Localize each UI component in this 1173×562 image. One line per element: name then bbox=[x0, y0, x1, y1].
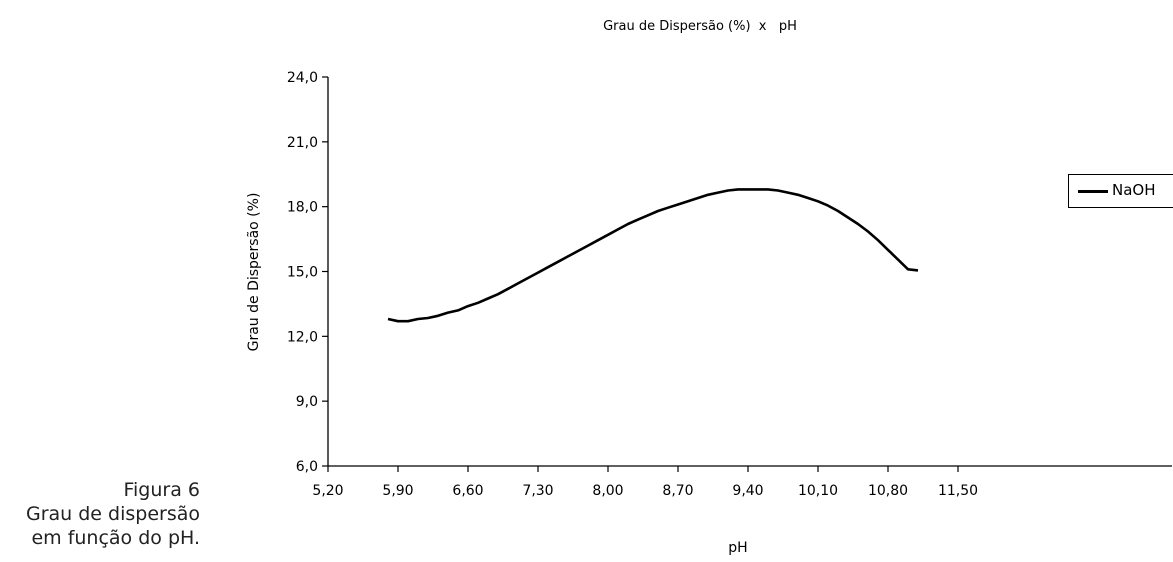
caption-line-1: Figura 6 bbox=[123, 479, 200, 501]
x-tick-label: 7,30 bbox=[522, 483, 553, 499]
legend-label-naoh: NaOH bbox=[1112, 181, 1156, 199]
y-tick-label: 6,0 bbox=[296, 459, 318, 475]
figure-caption: Figura 6 Grau de dispersão em função do … bbox=[26, 478, 200, 550]
chart-title: Grau de Dispersão (%) x pH bbox=[603, 19, 797, 34]
y-tick-label: 12,0 bbox=[287, 329, 318, 345]
caption-line-2: Grau de dispersão bbox=[25, 503, 200, 525]
x-tick-label: 11,50 bbox=[938, 483, 978, 499]
y-ticks: 6,0 9,0 12,0 15,0 18,0 21,0 24,0 bbox=[287, 70, 328, 475]
legend-swatch-naoh bbox=[1078, 190, 1108, 193]
legend: NaOH bbox=[1068, 174, 1173, 208]
y-tick-label: 21,0 bbox=[287, 135, 318, 151]
x-tick-label: 9,40 bbox=[732, 483, 763, 499]
x-tick-label: 8,70 bbox=[662, 483, 693, 499]
y-tick-label: 15,0 bbox=[287, 265, 318, 281]
y-tick-label: 18,0 bbox=[287, 200, 318, 216]
x-tick-label: 10,10 bbox=[798, 483, 838, 499]
x-tick-label: 5,20 bbox=[312, 483, 343, 499]
x-axis-label: pH bbox=[728, 540, 747, 556]
caption-line-3: em função do pH. bbox=[31, 527, 200, 549]
y-axis-label: Grau de Dispersão (%) bbox=[246, 193, 262, 352]
y-tick-label: 9,0 bbox=[296, 394, 318, 410]
x-tick-label: 6,60 bbox=[452, 483, 483, 499]
x-tick-label: 8,00 bbox=[592, 483, 623, 499]
y-tick-label: 24,0 bbox=[287, 70, 318, 86]
x-tick-label: 5,90 bbox=[382, 483, 413, 499]
x-ticks: 5,20 5,90 6,60 7,30 8,00 8,70 9,40 10,10 10,80 11… bbox=[312, 466, 978, 499]
x-tick-label: 10,80 bbox=[868, 483, 908, 499]
series-line-naoh bbox=[387, 188, 919, 323]
series-group bbox=[387, 188, 919, 323]
